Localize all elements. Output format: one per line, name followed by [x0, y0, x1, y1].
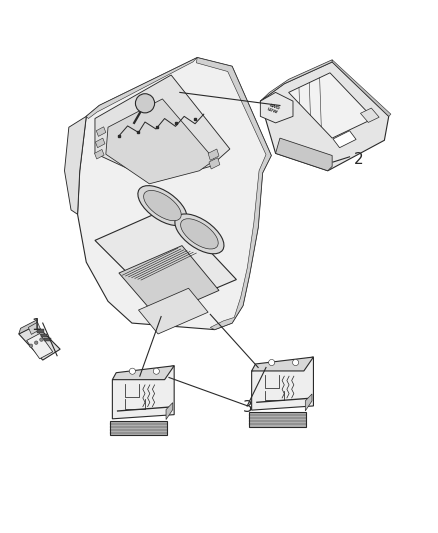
- Ellipse shape: [180, 219, 218, 249]
- Polygon shape: [119, 246, 219, 318]
- Circle shape: [268, 359, 275, 366]
- Polygon shape: [260, 92, 293, 123]
- Ellipse shape: [175, 214, 224, 254]
- Bar: [41, 334, 47, 337]
- Polygon shape: [113, 366, 174, 419]
- Ellipse shape: [144, 190, 181, 221]
- Circle shape: [293, 359, 299, 366]
- Polygon shape: [333, 131, 356, 148]
- Polygon shape: [276, 138, 332, 171]
- Circle shape: [135, 94, 155, 113]
- Polygon shape: [64, 116, 86, 214]
- Polygon shape: [95, 75, 230, 182]
- Text: 3: 3: [242, 400, 252, 415]
- Polygon shape: [110, 421, 167, 435]
- Polygon shape: [252, 357, 314, 410]
- Polygon shape: [166, 402, 173, 419]
- Polygon shape: [95, 208, 237, 310]
- Circle shape: [129, 368, 135, 374]
- Text: 2: 2: [353, 152, 363, 167]
- Polygon shape: [27, 334, 53, 359]
- Polygon shape: [106, 99, 215, 184]
- Polygon shape: [260, 62, 389, 171]
- Circle shape: [153, 368, 159, 374]
- Text: 4WD
LOW: 4WD LOW: [267, 103, 280, 115]
- Polygon shape: [209, 158, 220, 169]
- Circle shape: [29, 344, 33, 348]
- Polygon shape: [332, 60, 391, 116]
- Polygon shape: [305, 394, 312, 411]
- Bar: [44, 338, 50, 341]
- Polygon shape: [96, 127, 106, 136]
- Polygon shape: [19, 320, 38, 334]
- Circle shape: [40, 338, 43, 341]
- Polygon shape: [196, 58, 271, 329]
- Circle shape: [35, 341, 38, 344]
- Text: 1: 1: [32, 318, 41, 333]
- Polygon shape: [95, 149, 104, 159]
- Polygon shape: [289, 73, 374, 138]
- Polygon shape: [86, 58, 197, 118]
- Polygon shape: [250, 413, 306, 426]
- Polygon shape: [208, 149, 219, 160]
- Bar: [37, 329, 44, 333]
- Polygon shape: [113, 366, 174, 379]
- Polygon shape: [138, 288, 208, 334]
- Polygon shape: [260, 60, 332, 101]
- Polygon shape: [360, 108, 379, 123]
- Polygon shape: [95, 138, 105, 148]
- Polygon shape: [28, 322, 41, 334]
- Polygon shape: [78, 58, 271, 329]
- Ellipse shape: [138, 185, 187, 225]
- Polygon shape: [252, 357, 314, 371]
- Polygon shape: [19, 325, 60, 360]
